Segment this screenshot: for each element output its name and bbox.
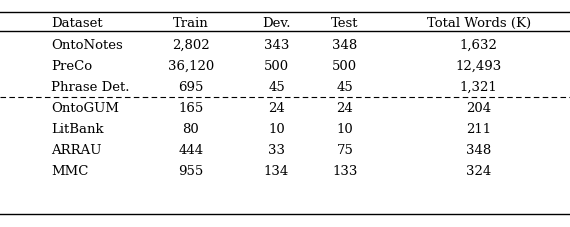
Text: Total Words (K): Total Words (K) [427, 17, 531, 30]
Text: MMC: MMC [51, 164, 89, 177]
Text: 955: 955 [178, 164, 203, 177]
Text: 1,632: 1,632 [460, 39, 498, 52]
Text: Phrase Det.: Phrase Det. [51, 81, 130, 94]
Text: 165: 165 [178, 101, 203, 115]
Text: 444: 444 [178, 143, 203, 156]
Text: Train: Train [173, 17, 209, 30]
Text: 211: 211 [466, 122, 491, 136]
Text: 36,120: 36,120 [168, 60, 214, 73]
Text: 75: 75 [336, 143, 353, 156]
Text: OntoNotes: OntoNotes [51, 39, 123, 52]
Text: 33: 33 [268, 143, 285, 156]
Text: OntoGUM: OntoGUM [51, 101, 119, 115]
Text: PreCo: PreCo [51, 60, 92, 73]
Text: 500: 500 [264, 60, 289, 73]
Text: 12,493: 12,493 [455, 60, 502, 73]
Text: 2,802: 2,802 [172, 39, 210, 52]
Text: 204: 204 [466, 101, 491, 115]
Text: Dev.: Dev. [262, 17, 291, 30]
Text: Test: Test [331, 17, 359, 30]
Text: 695: 695 [178, 81, 203, 94]
Text: 80: 80 [182, 122, 200, 136]
Text: Dataset: Dataset [51, 17, 103, 30]
Text: 45: 45 [268, 81, 285, 94]
Text: 45: 45 [336, 81, 353, 94]
Text: 343: 343 [264, 39, 289, 52]
Text: 10: 10 [268, 122, 285, 136]
Text: ARRAU: ARRAU [51, 143, 102, 156]
Text: LitBank: LitBank [51, 122, 104, 136]
Text: 500: 500 [332, 60, 357, 73]
Text: 134: 134 [264, 164, 289, 177]
Text: 133: 133 [332, 164, 357, 177]
Text: 10: 10 [336, 122, 353, 136]
Text: 348: 348 [466, 143, 491, 156]
Text: 24: 24 [336, 101, 353, 115]
Text: 1,321: 1,321 [460, 81, 498, 94]
Text: 24: 24 [268, 101, 285, 115]
Text: 348: 348 [332, 39, 357, 52]
Text: 324: 324 [466, 164, 491, 177]
